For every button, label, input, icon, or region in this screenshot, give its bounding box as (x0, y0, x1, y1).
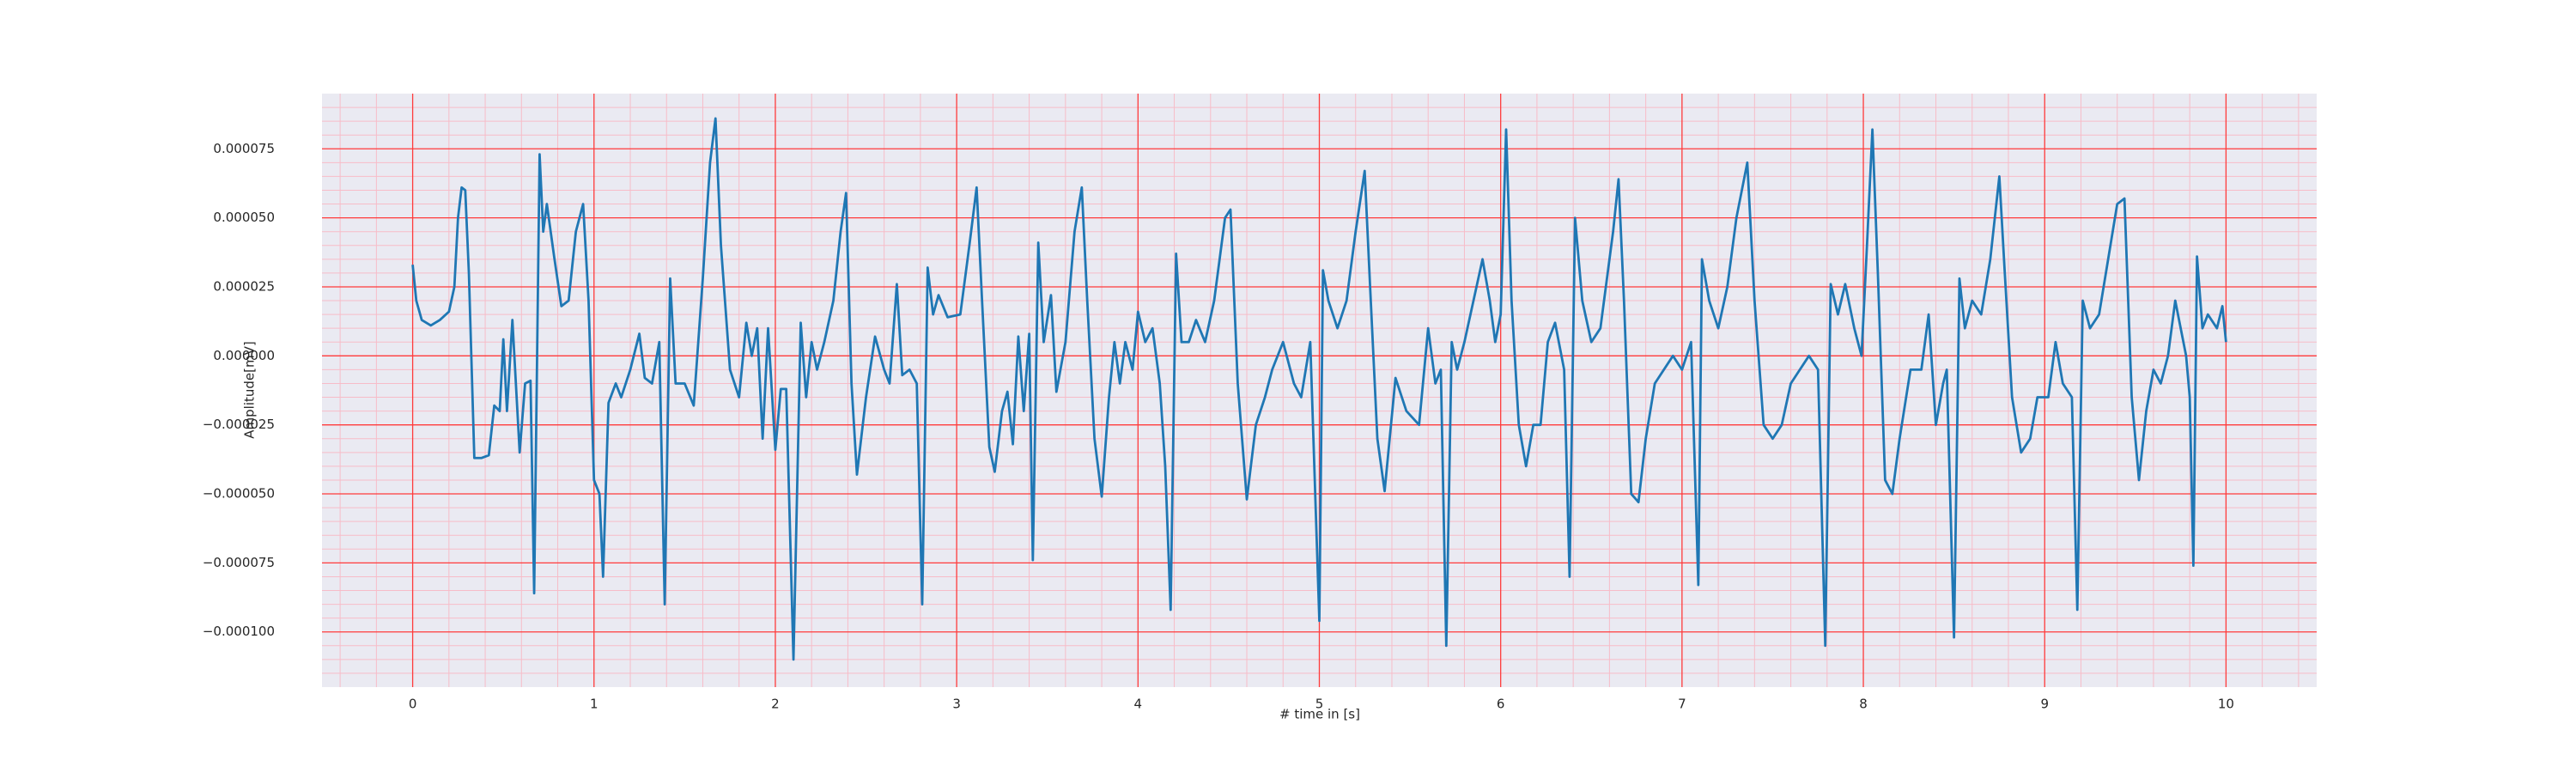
x-tick-label: 7 (1678, 697, 1686, 712)
y-tick-label: −0.000100 (203, 624, 275, 639)
x-tick-label: 0 (409, 697, 417, 712)
x-tick-label: 2 (771, 697, 780, 712)
y-tick-label: 0.000025 (213, 278, 275, 294)
y-tick-label: −0.000075 (203, 555, 275, 570)
x-tick-label: 5 (1315, 697, 1324, 712)
x-tick-label: 4 (1134, 697, 1143, 712)
x-tick-label: 6 (1497, 697, 1505, 712)
x-tick-label: 8 (1859, 697, 1868, 712)
signal-line (411, 117, 2227, 661)
x-tick-label: 9 (2040, 697, 2049, 712)
y-tick-label: 0.000000 (213, 348, 275, 363)
x-axis-label: # time in [s] (1279, 707, 1360, 722)
y-tick-label: 0.000050 (213, 210, 275, 225)
y-tick-label: 0.000075 (213, 141, 275, 156)
x-tick-label: 1 (590, 697, 598, 712)
y-axis-label: Amplitude[mV] (242, 341, 258, 438)
y-tick-label: −0.000025 (203, 417, 275, 432)
x-tick-label: 3 (952, 697, 961, 712)
y-tick-label: −0.000050 (203, 486, 275, 502)
x-tick-label: 10 (2218, 697, 2234, 712)
